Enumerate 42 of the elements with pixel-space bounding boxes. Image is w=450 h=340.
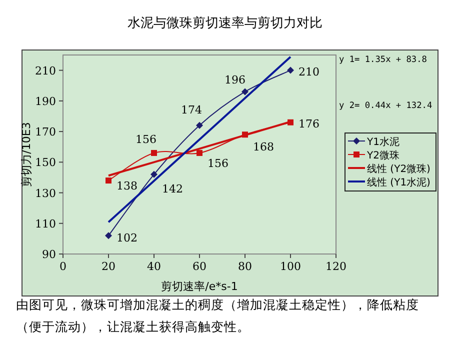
data-label: 156 (136, 132, 156, 146)
text: 由图可见，微珠可增加混凝土的稠度（增加混凝土稳定性），降低粘度（便于流动），让混凝土获得高触变性。 (16, 296, 420, 336)
data-label: 176 (298, 117, 320, 130)
chart-title: 水泥与微珠剪切速率与剪切力对比 (128, 15, 322, 31)
point (242, 88, 248, 96)
x-tick-label: 60 (192, 260, 206, 273)
data-label: 156 (208, 156, 228, 170)
y-tick-label: 130 (35, 186, 56, 200)
legend-label: 线性 (Y1水泥) (367, 176, 431, 188)
y-axis-title: 剪切力/10E3 (20, 122, 33, 187)
data-label: 174 (181, 103, 202, 116)
legend-label: Y1水泥 (366, 136, 400, 148)
y-tick-label: 110 (35, 217, 56, 230)
y-tick-label: 210 (35, 64, 56, 78)
point (151, 150, 157, 156)
data-label: 210 (298, 65, 320, 78)
data-label: 102 (116, 232, 138, 245)
legend-label: Y2微珠 (366, 150, 400, 162)
point (196, 150, 202, 156)
point (150, 170, 158, 178)
text: y 2= 0.44x + 132.4 (339, 101, 432, 111)
y-tick-label: 190 (35, 94, 56, 108)
y-tick-label: 90 (42, 248, 56, 261)
data-label: 138 (116, 180, 138, 193)
y-tick-label: 150 (35, 156, 56, 170)
data-label: 196 (224, 74, 246, 87)
legend-label: 线性 (Y2微珠) (367, 163, 431, 175)
x-tick-label: 0 (60, 260, 66, 273)
x-tick-label: 40 (147, 260, 161, 273)
x-axis-title: 剪切速率/e*s-1 (161, 280, 238, 293)
x-tick-label: 20 (102, 260, 116, 273)
text: y 1= 1.35x + 83.8 (339, 55, 427, 65)
point (287, 66, 294, 74)
y-tick-label: 170 (35, 126, 56, 139)
x-tick-label: 100 (280, 260, 301, 273)
point (196, 122, 203, 129)
data-label: 142 (162, 182, 183, 196)
x-tick-label: 120 (326, 260, 346, 273)
point (105, 232, 112, 240)
x-tick-label: 80 (238, 260, 252, 273)
data-label: 168 (253, 140, 274, 154)
point (106, 178, 112, 184)
